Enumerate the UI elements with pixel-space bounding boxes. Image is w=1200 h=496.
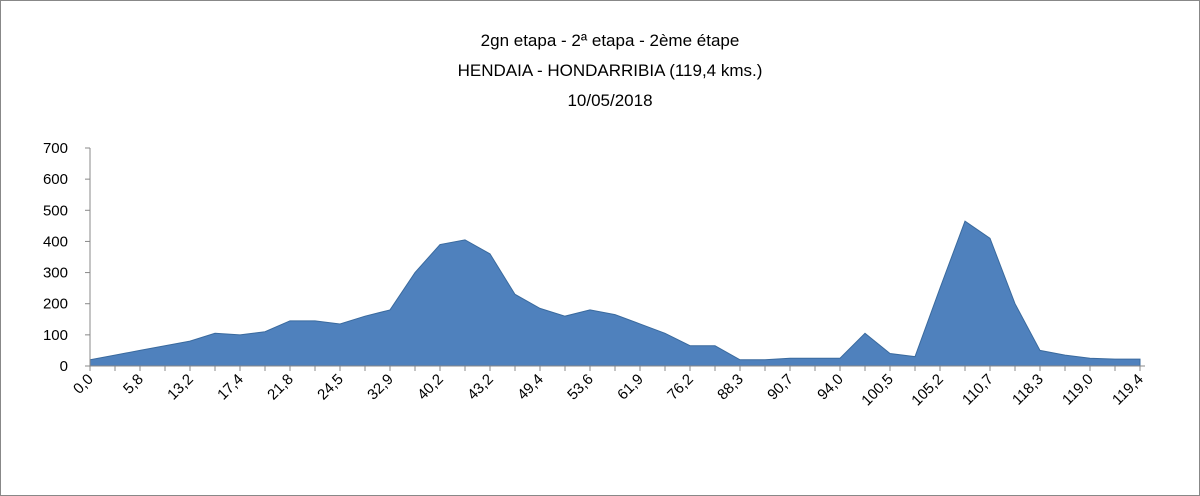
y-tick-label: 0	[60, 358, 68, 375]
y-tick-label: 400	[43, 233, 68, 250]
area	[89, 220, 1141, 367]
chart-title: HENDAIA - HONDARRIBIA (119,4 kms.)	[458, 61, 763, 80]
y-tick-label: 300	[43, 265, 68, 282]
chart-title: 2gn etapa - 2ª etapa - 2ème étape	[481, 31, 740, 50]
y-tick-label: 200	[43, 296, 68, 313]
y-tick-label: 500	[43, 202, 68, 219]
y-tick-label: 700	[43, 140, 68, 157]
chart-title: 10/05/2018	[567, 91, 652, 110]
y-tick-label: 100	[43, 327, 68, 344]
y-tick-label: 600	[43, 171, 68, 188]
